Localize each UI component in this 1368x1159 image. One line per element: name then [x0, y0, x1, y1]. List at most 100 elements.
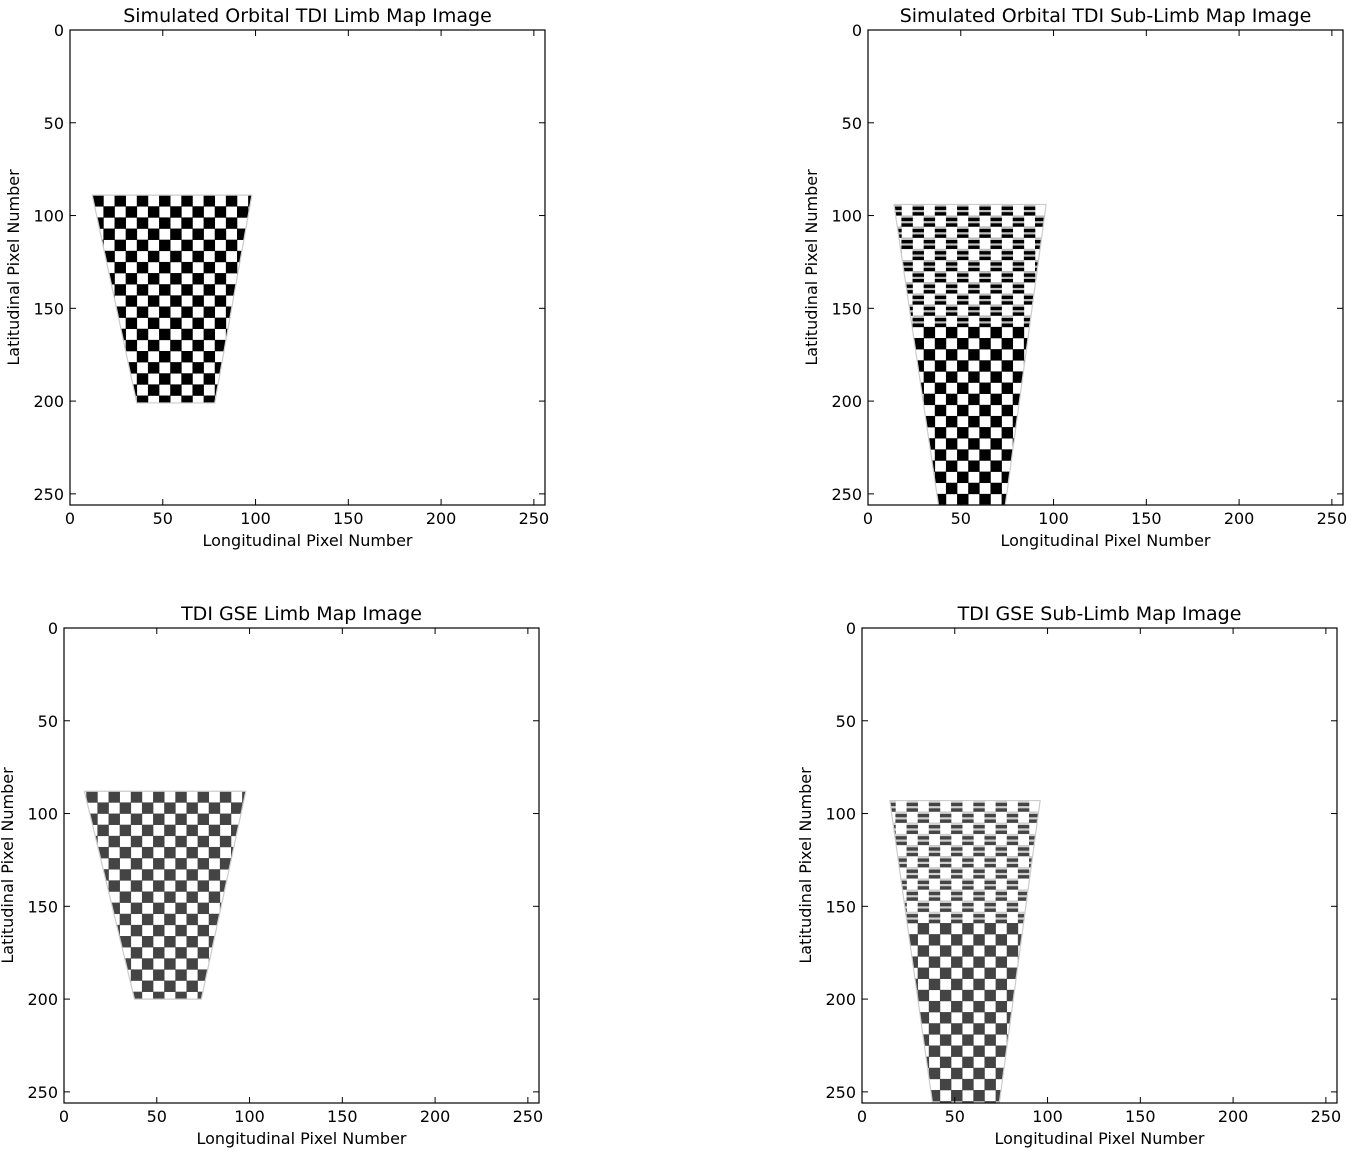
checker-cell — [219, 813, 232, 825]
checker-cell — [147, 206, 160, 218]
checker-cell — [984, 989, 996, 1002]
limb-streak — [889, 839, 1041, 842]
checker-cell — [208, 913, 221, 926]
checker-cell — [97, 802, 109, 814]
checker-cell — [917, 967, 930, 979]
limb-streak — [889, 906, 1041, 909]
checker-cell — [928, 934, 941, 946]
checker-cell — [934, 338, 947, 350]
footprint-outline — [91, 194, 253, 404]
axes-frame — [861, 627, 1338, 1104]
x-axis-label: Longitudinal Pixel Number — [202, 531, 412, 550]
x-tick-label: 150 — [327, 1107, 358, 1126]
y-tick-label: 100 — [27, 805, 58, 824]
checker-cell — [103, 295, 115, 307]
checker-cell — [1012, 460, 1025, 472]
checker-cell — [1006, 1078, 1019, 1091]
checker-cell — [934, 471, 947, 484]
checker-cell — [208, 980, 221, 992]
checker-cell — [86, 791, 98, 803]
checker-cell — [939, 1056, 952, 1069]
checker-cell — [192, 228, 204, 240]
checker-cell — [147, 250, 160, 263]
x-tick-label: 50 — [147, 1107, 167, 1126]
checker-cell — [197, 835, 210, 848]
checker-cell — [957, 493, 969, 505]
checker-cell — [1023, 493, 1036, 505]
axes-frame — [69, 29, 546, 506]
checker-cell — [1034, 371, 1047, 383]
checker-cell — [906, 1000, 918, 1013]
limb-streak — [893, 260, 1047, 263]
checker-cell — [119, 869, 132, 881]
checker-cell — [889, 956, 896, 968]
limb-streak — [893, 304, 1047, 307]
checker-cell — [1017, 934, 1030, 946]
checker-cell — [242, 791, 246, 803]
limb-streak — [889, 811, 1041, 814]
checker-cell — [203, 306, 216, 318]
checker-cell — [895, 967, 907, 979]
checker-cell — [984, 1034, 996, 1046]
checker-cell — [912, 471, 924, 484]
checker-cell — [984, 923, 996, 935]
checker-cell — [923, 326, 936, 339]
checker-cell — [248, 350, 252, 363]
limb-streak — [889, 856, 1041, 859]
checker-cell — [208, 891, 221, 903]
limb-streak — [893, 265, 1047, 268]
checker-cell — [92, 395, 104, 403]
checker-cell — [923, 393, 936, 406]
checker-cell — [901, 460, 913, 472]
checker-cell — [957, 382, 969, 394]
checker-cell — [1017, 1023, 1030, 1035]
checker-cell — [225, 195, 238, 207]
checker-cell — [957, 449, 969, 461]
checker-cell — [1028, 900, 1041, 913]
checker-cell — [175, 991, 187, 1000]
checker-cell — [984, 1078, 996, 1091]
checker-cell — [979, 382, 991, 394]
checker-cell — [934, 493, 947, 505]
checker-cell — [136, 239, 149, 252]
checker-cell — [164, 913, 176, 926]
checker-cell — [153, 947, 165, 959]
checker-cell — [1028, 967, 1041, 979]
checker-cell — [895, 1012, 907, 1024]
checker-cell — [906, 1023, 918, 1035]
checker-cell — [990, 349, 1002, 361]
checker-cell — [108, 835, 120, 848]
checker-cell — [979, 360, 991, 372]
y-tick-label: 200 — [825, 990, 856, 1009]
checker-cell — [97, 913, 109, 926]
checker-cell — [979, 449, 991, 461]
checker-cell — [242, 902, 246, 915]
y-tick-label: 200 — [831, 392, 862, 411]
checker-cell — [1028, 1012, 1041, 1024]
checker-cell — [945, 460, 958, 472]
y-axis-label: Latitudinal Pixel Number — [4, 169, 23, 366]
checker-cell — [175, 858, 187, 870]
checker-cell — [990, 371, 1002, 383]
checker-cell — [147, 317, 160, 330]
checker-cell — [901, 326, 913, 339]
checker-cell — [939, 1101, 952, 1103]
checker-cell — [159, 261, 171, 274]
checker-cell — [1017, 978, 1030, 991]
checker-cell — [928, 1067, 941, 1080]
checker-cell — [186, 980, 198, 992]
checker-cell — [130, 791, 143, 803]
checker-cell — [103, 206, 115, 218]
checker-cell — [901, 371, 913, 383]
checker-cell — [208, 869, 221, 881]
checker-cell — [951, 978, 963, 991]
y-axis-label: Latitudinal Pixel Number — [796, 767, 815, 964]
checker-cell — [248, 395, 252, 403]
checker-cell — [990, 326, 1002, 339]
checker-cell — [186, 936, 198, 948]
checker-cell — [103, 362, 115, 374]
checker-cell — [248, 306, 252, 318]
limb-streak — [889, 845, 1041, 848]
y-tick-label: 0 — [846, 619, 856, 638]
